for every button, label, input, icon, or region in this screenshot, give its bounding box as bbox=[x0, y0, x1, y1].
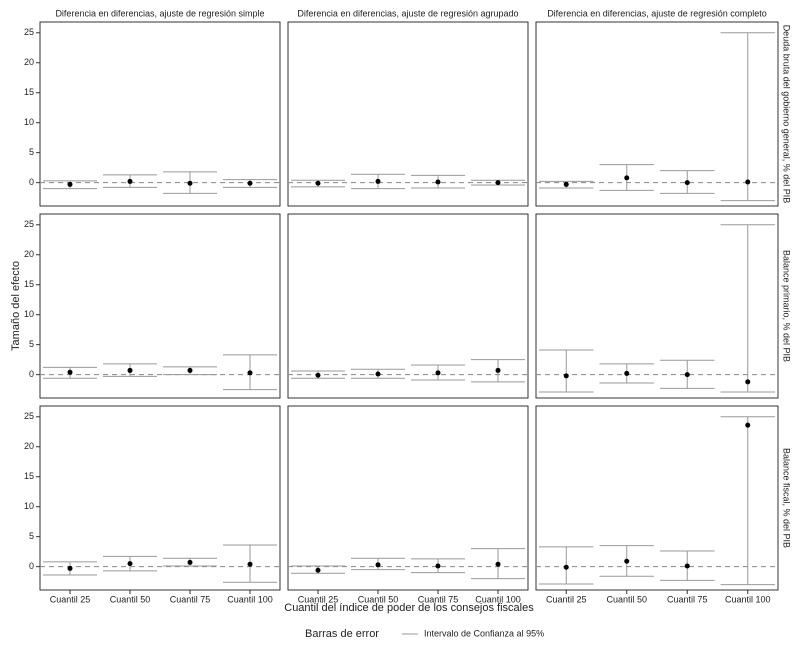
x-tick-label: Cuantil 50 bbox=[110, 594, 151, 604]
y-tick-label: 5 bbox=[29, 147, 34, 157]
point bbox=[375, 371, 381, 377]
point bbox=[745, 379, 751, 385]
y-tick-label: 5 bbox=[29, 531, 34, 541]
x-tick-label: Cuantil 75 bbox=[418, 594, 459, 604]
y-tick-label: 25 bbox=[24, 27, 34, 37]
panel-frame bbox=[535, 405, 779, 591]
y-tick-label: 25 bbox=[24, 219, 34, 229]
panel-frame bbox=[287, 405, 529, 591]
point bbox=[563, 181, 569, 187]
x-tick-label: Cuantil 75 bbox=[170, 594, 211, 604]
y-tick-label: 15 bbox=[24, 279, 34, 289]
point bbox=[435, 370, 441, 376]
point bbox=[624, 370, 630, 376]
point bbox=[375, 562, 381, 568]
point bbox=[684, 372, 690, 378]
x-tick-label: Cuantil 75 bbox=[667, 594, 708, 604]
panel-frame bbox=[287, 21, 529, 207]
point bbox=[745, 179, 751, 185]
y-tick-label: 10 bbox=[24, 117, 34, 127]
panel-frame bbox=[535, 213, 779, 399]
point bbox=[315, 180, 321, 186]
y-tick-label: 0 bbox=[29, 177, 34, 187]
y-tick-label: 5 bbox=[29, 339, 34, 349]
point bbox=[247, 370, 253, 376]
point bbox=[563, 564, 569, 570]
y-tick-label: 20 bbox=[24, 441, 34, 451]
point bbox=[67, 369, 73, 375]
point bbox=[187, 367, 193, 373]
point bbox=[247, 180, 253, 186]
column-title: Diferencia en diferencias, ajuste de reg… bbox=[297, 8, 518, 18]
point bbox=[624, 175, 630, 181]
point bbox=[67, 565, 73, 571]
row-label: Deuda bruta del gobierno general, % del … bbox=[782, 25, 792, 204]
x-tick-label: Cuantil 100 bbox=[725, 594, 771, 604]
row-label: Balance fiscal, % del PIB bbox=[782, 448, 792, 548]
y-tick-label: 20 bbox=[24, 57, 34, 67]
panel-frame bbox=[287, 213, 529, 399]
point bbox=[563, 373, 569, 379]
y-tick-label: 0 bbox=[29, 561, 34, 571]
y-axis-label: Tamaño del efecto bbox=[10, 261, 22, 351]
panel-frame bbox=[535, 21, 779, 207]
point bbox=[435, 179, 441, 185]
column-title: Diferencia en diferencias, ajuste de reg… bbox=[55, 8, 264, 18]
x-tick-label: Cuantil 25 bbox=[546, 594, 587, 604]
x-tick-label: Cuantil 100 bbox=[227, 594, 273, 604]
point bbox=[315, 567, 321, 573]
point bbox=[495, 561, 501, 567]
panel-frame bbox=[39, 405, 281, 591]
x-tick-label: Cuantil 50 bbox=[606, 594, 647, 604]
x-tick-label: Cuantil 50 bbox=[358, 594, 399, 604]
y-tick-label: 20 bbox=[24, 249, 34, 259]
point bbox=[495, 367, 501, 373]
point bbox=[127, 561, 133, 567]
point bbox=[624, 558, 630, 564]
panel-frame bbox=[39, 21, 281, 207]
point bbox=[187, 180, 193, 186]
point bbox=[684, 180, 690, 186]
point bbox=[684, 563, 690, 569]
x-tick-label: Cuantil 100 bbox=[475, 594, 521, 604]
legend-title: Barras de error bbox=[305, 628, 379, 640]
x-tick-label: Cuantil 25 bbox=[298, 594, 339, 604]
y-tick-label: 25 bbox=[24, 411, 34, 421]
point bbox=[187, 559, 193, 565]
y-tick-label: 0 bbox=[29, 369, 34, 379]
point bbox=[745, 422, 751, 428]
point bbox=[67, 181, 73, 187]
y-tick-label: 15 bbox=[24, 471, 34, 481]
x-tick-label: Cuantil 25 bbox=[50, 594, 91, 604]
y-tick-label: 15 bbox=[24, 87, 34, 97]
panel-frame bbox=[39, 213, 281, 399]
point bbox=[435, 563, 441, 569]
legend-label: Intervalo de Confianza al 95% bbox=[424, 628, 544, 638]
point bbox=[495, 180, 501, 186]
x-axis-label: Cuantil del índice de poder de los conse… bbox=[284, 602, 534, 614]
y-tick-label: 10 bbox=[24, 309, 34, 319]
point bbox=[127, 367, 133, 373]
point bbox=[375, 178, 381, 184]
column-title: Diferencia en diferencias, ajuste de reg… bbox=[547, 8, 767, 18]
point bbox=[247, 561, 253, 567]
point bbox=[127, 178, 133, 184]
y-tick-label: 10 bbox=[24, 501, 34, 511]
row-label: Balance primario, % del PIB bbox=[782, 250, 792, 362]
point bbox=[315, 372, 321, 378]
